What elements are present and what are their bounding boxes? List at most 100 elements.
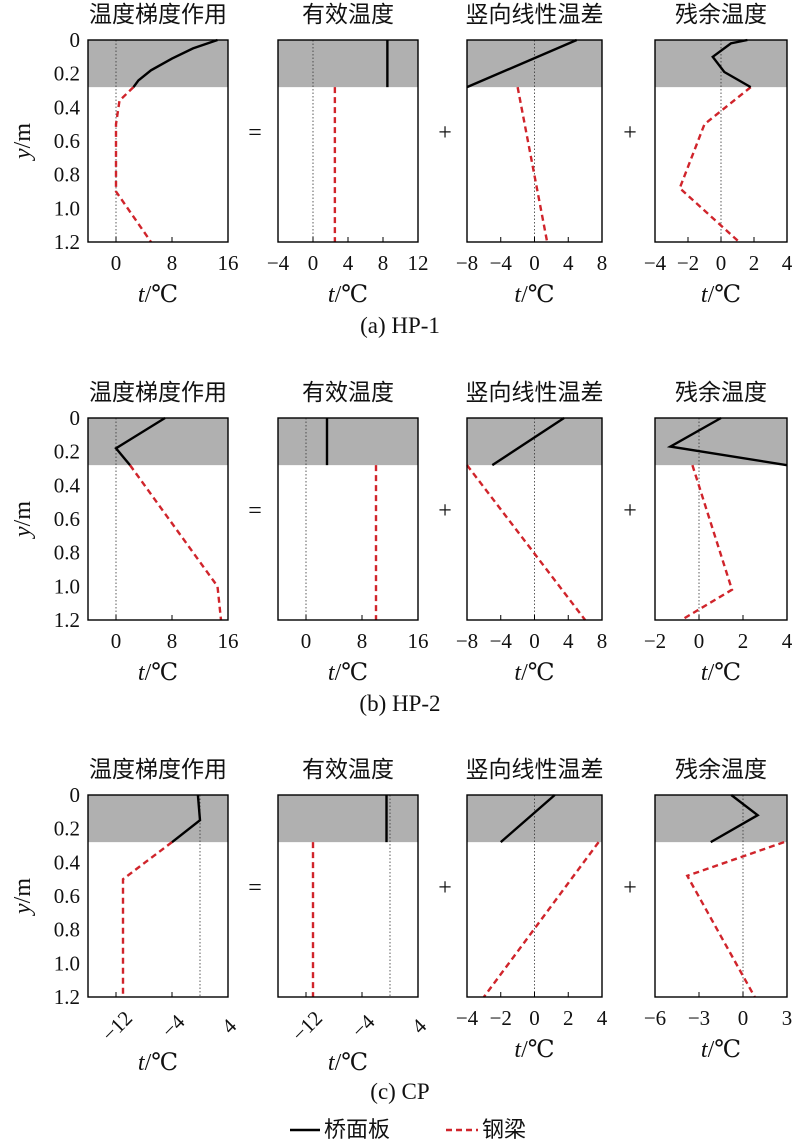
y-tick-label: 1.0 xyxy=(54,574,80,598)
operator-symbol: + xyxy=(438,875,452,901)
operator-symbol: + xyxy=(623,498,637,524)
x-tick-label: 8 xyxy=(167,251,178,275)
panel-cp-1: 温度梯度作用 −12 −4 4 xyxy=(87,757,242,1046)
panel-cp-4: 残余温度 −6 −3 0 3 xyxy=(644,757,792,1030)
x-tick-label: 0 xyxy=(738,1006,749,1030)
operator-symbol: = xyxy=(248,120,262,146)
x-axis-label: t/℃ xyxy=(328,660,368,686)
x-tick-label: −4 xyxy=(347,1009,380,1042)
deck-series-line xyxy=(710,794,760,844)
x-axis-label: t/℃ xyxy=(701,282,741,308)
group-caption: (a) HP-1 xyxy=(360,313,440,338)
group-caption: (b) HP-2 xyxy=(359,691,440,716)
panel-cp-3: 竖向线性温差 −4 −2 0 2 4 xyxy=(456,757,608,1030)
legend-deck-label: 桥面板 xyxy=(324,1117,390,1142)
y-tick-label: 1.2 xyxy=(54,608,80,632)
y-tick-label: 0.8 xyxy=(54,541,80,565)
x-tick-label: 3 xyxy=(782,1006,793,1030)
panel-title: 残余温度 xyxy=(675,380,767,405)
x-tick-label: 8 xyxy=(597,251,608,275)
x-tick-label: 8 xyxy=(167,629,178,653)
deck-region xyxy=(88,40,228,88)
deck-series-line xyxy=(711,38,752,89)
x-tick-label: 0 xyxy=(529,1006,540,1030)
x-tick-label: 12 xyxy=(408,251,429,275)
x-axis-label: t/℃ xyxy=(514,660,554,686)
panel-title: 有效温度 xyxy=(302,757,394,782)
panel-title: 温度梯度作用 xyxy=(89,757,227,782)
x-tick-label: 0 xyxy=(308,251,319,275)
y-tick-label: 0.8 xyxy=(54,163,80,187)
deck-region xyxy=(278,418,418,466)
panel-hp-1-2: 有效温度 −4 0 4 8 12 xyxy=(267,2,429,275)
y-tick-label: 1.2 xyxy=(54,230,80,254)
y-tick-label: 1.0 xyxy=(54,951,80,975)
y-tick-label: 1.0 xyxy=(54,196,80,220)
panel-title: 有效温度 xyxy=(302,380,394,405)
x-tick-label: 0 xyxy=(694,629,705,653)
x-tick-label: 8 xyxy=(357,629,368,653)
x-axis-label: t/℃ xyxy=(514,1037,554,1063)
chart-group-cp: 0 0.2 0.4 0.6 0.8 1.0 1.2 温度梯度作用 −12 −4 4 有效温度 −12 −4… xyxy=(54,757,793,1104)
deck-series-line xyxy=(666,416,788,467)
x-tick-label: −2 xyxy=(644,629,666,653)
panel-frame xyxy=(87,794,229,998)
x-tick-label: 0 xyxy=(111,251,122,275)
panel-title: 温度梯度作用 xyxy=(89,2,227,27)
group-caption: (c) CP xyxy=(370,1079,429,1104)
legend: 桥面板 钢梁 xyxy=(290,1117,526,1142)
x-axis-label: t/℃ xyxy=(138,282,178,308)
y-tick-label: 0.4 xyxy=(54,850,81,874)
girder-series-line xyxy=(516,86,549,243)
y-axis-label: y/m xyxy=(10,123,36,161)
x-tick-label: 4 xyxy=(597,1006,608,1030)
y-tick-label: 0.6 xyxy=(54,129,80,153)
panel-frame xyxy=(654,417,788,621)
y-tick-label: 0.6 xyxy=(54,507,80,531)
deck-region xyxy=(88,795,228,843)
x-tick-label: −12 xyxy=(287,1006,327,1046)
panel-title: 温度梯度作用 xyxy=(89,380,227,405)
panel-hp-1-3: 竖向线性温差 −8 −4 0 4 8 xyxy=(456,2,607,275)
girder-series-line xyxy=(466,464,587,621)
y-tick-label: 0.2 xyxy=(54,62,80,86)
x-tick-label: −4 xyxy=(490,629,513,653)
x-tick-label: 0 xyxy=(529,251,540,275)
panel-frame xyxy=(277,417,419,621)
panel-hp-1-4: 残余温度 −4 −2 0 2 4 xyxy=(644,2,793,275)
x-tick-label: 4 xyxy=(563,251,574,275)
x-tick-label: 4 xyxy=(563,629,574,653)
panel-hp-2-1: 温度梯度作用 0 8 16 xyxy=(87,380,239,653)
x-tick-label: 4 xyxy=(782,629,793,653)
deck-series-line xyxy=(114,416,166,466)
x-tick-label: −12 xyxy=(97,1006,137,1046)
y-tick-label: 0.4 xyxy=(54,95,81,119)
x-tick-label: −2 xyxy=(677,251,699,275)
x-tick-label: −4 xyxy=(490,251,513,275)
y-axis-label: y/m xyxy=(10,501,36,539)
deck-region xyxy=(278,40,418,88)
panel-hp-2-3: 竖向线性温差 −8 −4 0 4 8 xyxy=(456,380,607,653)
panel-title: 竖向线性温差 xyxy=(466,757,604,782)
panel-hp-2-2: 有效温度 0 8 16 xyxy=(277,380,429,653)
x-tick-label: 8 xyxy=(597,629,608,653)
legend-girder-label: 钢梁 xyxy=(482,1117,526,1142)
x-tick-label: 0 xyxy=(301,629,312,653)
deck-series-line xyxy=(171,794,202,844)
y-tick-label: 0.6 xyxy=(54,884,80,908)
x-tick-label: 2 xyxy=(749,251,760,275)
chart-group-hp-2: 0 0.2 0.4 0.6 0.8 1.0 1.2 温度梯度作用 0 8 16 有效温度 0 8 16 竖向线… xyxy=(54,380,793,716)
x-tick-label: −4 xyxy=(456,1006,479,1030)
girder-series-line xyxy=(678,86,752,243)
panel-title: 竖向线性温差 xyxy=(466,380,604,405)
girder-series-line xyxy=(121,841,173,997)
x-axis-label: t/℃ xyxy=(138,660,178,686)
girder-series-line xyxy=(129,464,223,621)
operator-symbol: + xyxy=(623,875,637,901)
operator-symbol: + xyxy=(438,120,452,146)
x-tick-label: 16 xyxy=(218,629,239,653)
operator-symbol: = xyxy=(248,498,262,524)
panel-title: 有效温度 xyxy=(302,2,394,27)
